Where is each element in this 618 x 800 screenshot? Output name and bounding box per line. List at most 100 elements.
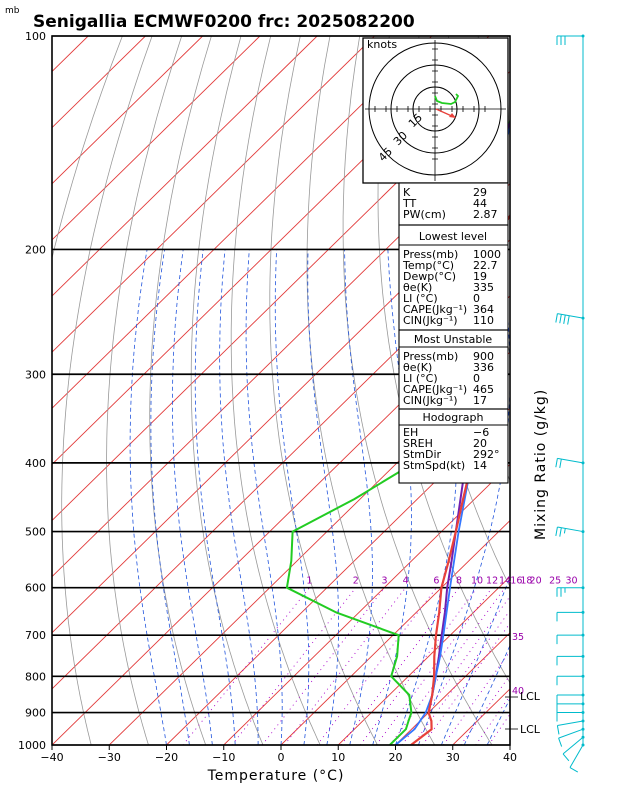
wind-barb — [562, 735, 585, 762]
barb-flag — [559, 314, 562, 324]
index-label: LI (°C) — [403, 372, 438, 385]
x-tick-label: −40 — [40, 751, 63, 764]
wind-barb — [556, 719, 585, 735]
barb-shaft — [557, 457, 584, 464]
pressure-tick-label: 200 — [25, 243, 46, 256]
barb-half-flag — [563, 528, 566, 534]
index-label: SREH — [403, 437, 433, 450]
x-tick-label: −10 — [212, 751, 235, 764]
index-value: 20 — [473, 437, 487, 450]
x-axis-label: Temperature (°C) — [207, 768, 345, 784]
index-label: CAPE(Jkg⁻¹) — [403, 303, 467, 316]
mix-label: 3 — [381, 576, 387, 587]
x-tick-label: 40 — [503, 751, 517, 764]
barb-shaft — [569, 744, 584, 768]
isotherm — [223, 463, 510, 745]
index-label: CAPE(Jkg⁻¹) — [403, 383, 467, 396]
x-tick-label: −20 — [155, 751, 178, 764]
mix-label: 6 — [433, 576, 439, 587]
pressure-tick-label: 600 — [25, 582, 46, 595]
wind-barb — [556, 633, 585, 645]
hodograph-header: Hodograph — [423, 411, 484, 424]
dry-adiabat — [149, 36, 212, 745]
isotherm — [509, 744, 510, 745]
barb-dot — [581, 316, 585, 320]
barb-flag — [558, 737, 563, 747]
hodo-unit-label: knots — [367, 38, 397, 51]
barb-dot — [581, 702, 585, 706]
dry-adiabat — [230, 36, 321, 745]
index-value: 0 — [473, 292, 480, 305]
index-label: CIN(Jkg⁻¹) — [403, 394, 458, 407]
barb-flag — [562, 753, 570, 762]
wind-barb — [556, 586, 585, 597]
isotherm — [52, 36, 375, 353]
moist-adiabat — [194, 249, 236, 745]
index-value: 17 — [473, 394, 487, 407]
wind-barb — [555, 457, 585, 468]
barb-dot — [581, 34, 585, 38]
mix-label: 1 — [306, 576, 312, 587]
x-tick-label: 30 — [446, 751, 460, 764]
index-label: CIN(Jkg⁻¹) — [403, 314, 458, 327]
moist-adiabat — [219, 249, 259, 745]
moist-adiabat — [171, 249, 213, 745]
barb-dot — [581, 530, 585, 534]
pressure-tick-label: 100 — [25, 30, 46, 43]
isotherm — [52, 239, 510, 690]
mix-label: 16 — [510, 576, 522, 587]
index-label: Dewp(°C) — [403, 270, 456, 283]
hodograph: knots 15 30 45 — [362, 37, 509, 184]
isotherm — [52, 36, 203, 185]
x-tick-label: 10 — [331, 751, 345, 764]
index-label: TT — [402, 197, 417, 210]
dry-adiabat — [61, 36, 153, 745]
barb-dot — [581, 633, 585, 637]
index-label: Temp(°C) — [402, 259, 454, 272]
barb-shaft — [558, 728, 584, 739]
unit-mb: mb — [5, 6, 20, 16]
barb-flag — [559, 527, 562, 537]
index-value: 336 — [473, 361, 494, 374]
pressure-tick-label: 800 — [25, 670, 46, 683]
moist-adiabat — [129, 249, 167, 745]
index-value: 465 — [473, 383, 494, 396]
mix-label: 8 — [456, 576, 462, 587]
x-tick-label: −30 — [98, 751, 121, 764]
mix-label: 2 — [353, 576, 359, 587]
storm-motion-arrowhead — [449, 113, 456, 118]
hodo-trace — [434, 93, 460, 105]
barb-dot — [581, 586, 585, 590]
lcl-label-lower: LCL — [520, 723, 541, 736]
isotherm — [52, 36, 146, 129]
isotherm — [337, 575, 510, 745]
barb-flag — [563, 314, 566, 324]
chart-title: Senigallia ECMWF0200 frc: 2025082200 — [33, 12, 415, 32]
index-value: 14 — [473, 459, 487, 472]
index-label: PW(cm) — [403, 208, 446, 221]
barb-dot — [581, 461, 585, 465]
barb-flag — [555, 526, 558, 537]
wind-barb — [556, 654, 585, 666]
pressure-tick-label: 500 — [25, 526, 46, 539]
index-value: 19 — [473, 270, 487, 283]
dry-adiabat — [106, 36, 183, 745]
pressure-tick-label: 900 — [25, 707, 46, 720]
lowest-level-header: Lowest level — [419, 230, 487, 243]
mix-label: 12 — [486, 576, 498, 587]
barb-dot — [581, 610, 585, 614]
dry-adiabat — [269, 36, 378, 745]
pressure-tick-label: 400 — [25, 457, 46, 470]
moist-adiabat — [245, 249, 283, 745]
index-value: 335 — [473, 281, 494, 294]
pressure-tick-label: 1000 — [18, 739, 46, 752]
dry-adiabat — [190, 36, 264, 745]
moist-adiabat — [486, 697, 510, 745]
mixing-ratio-line — [182, 587, 310, 745]
mix-label: 20 — [530, 576, 542, 587]
mix-label: 18 — [520, 576, 532, 587]
isotherm — [52, 36, 432, 409]
barb-dot — [581, 719, 585, 723]
moist-adiabat — [307, 249, 340, 745]
